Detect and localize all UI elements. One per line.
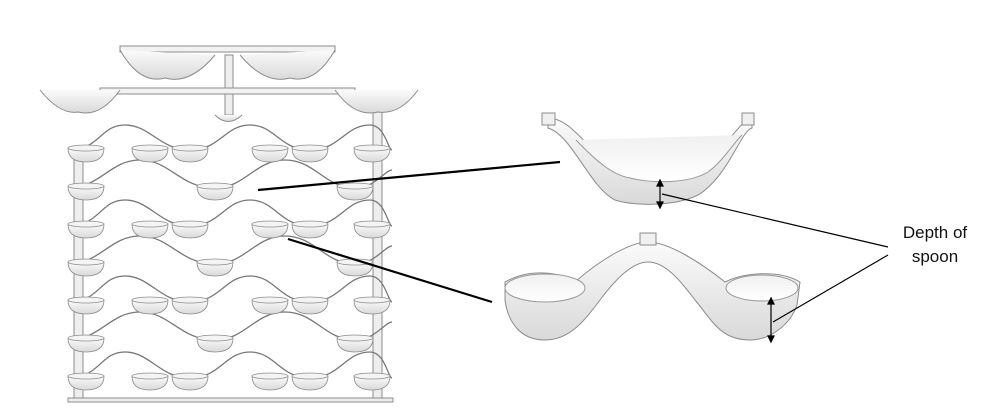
depth-label-line2: spoon [911, 247, 959, 266]
depth-arrows [656, 178, 775, 344]
spoon-detail-upper [541, 112, 755, 205]
pointer-line-lower [772, 254, 889, 323]
callout-line-upper [257, 160, 561, 192]
depth-label-line1: Depth of [902, 223, 968, 242]
callout-line-lower [287, 237, 493, 304]
depth-of-spoon-label: Depth of spoon [890, 221, 980, 269]
callout-lines [257, 160, 561, 304]
tower-crown [39, 45, 419, 122]
spoon-detail-lower [504, 232, 801, 341]
spoon-tower [39, 45, 419, 403]
pointer-line-upper [661, 193, 889, 248]
depth-pointer-lines [661, 193, 889, 323]
